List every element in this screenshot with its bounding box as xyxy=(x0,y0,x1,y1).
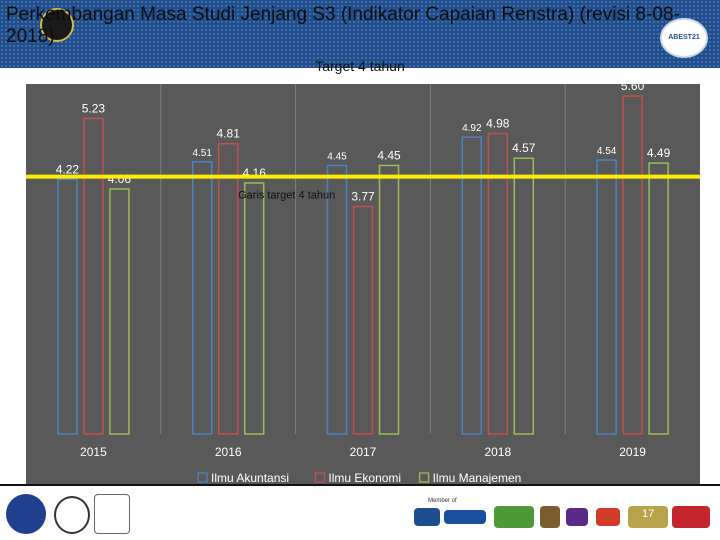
bar-ilmu-manajemen-2016 xyxy=(243,182,265,435)
abest21-footer-logo xyxy=(414,508,440,526)
bar-ilmu-akuntansi-2015 xyxy=(57,178,78,435)
x-tick-label: 2017 xyxy=(350,445,377,459)
member-label: Member of xyxy=(428,498,457,504)
legend-swatch xyxy=(418,472,430,483)
bar-ilmu-akuntansi-2019 xyxy=(596,159,617,435)
header-band xyxy=(0,0,720,68)
page-number: 17 xyxy=(642,508,655,520)
x-tick-label: 2018 xyxy=(484,445,511,459)
plot-area xyxy=(26,84,700,494)
member-logo-3 xyxy=(494,506,534,528)
registered-logo xyxy=(54,496,90,534)
legend: Ilmu Akuntansi Ilmu Ekonomi Ilmu Manajemen xyxy=(197,471,522,485)
x-tick-label: 2019 xyxy=(619,445,646,459)
university-seal-logo xyxy=(40,8,74,42)
member-logo-6 xyxy=(596,508,620,526)
chart-subtitle: Target 4 tahun xyxy=(315,58,405,74)
x-tick-label: 2016 xyxy=(215,445,242,459)
data-label: 5.60 xyxy=(621,84,645,93)
data-label: 4.92 xyxy=(462,123,482,134)
legend-swatch xyxy=(314,472,326,483)
data-label: 4.49 xyxy=(647,146,671,160)
legend-entry: Ilmu Ekonomi xyxy=(328,471,401,485)
bar-ilmu-akuntansi-2017 xyxy=(326,164,348,435)
data-label: 4.57 xyxy=(512,141,536,155)
data-label: 4.45 xyxy=(377,148,401,162)
hague-logo xyxy=(628,506,668,528)
msu-logo xyxy=(672,506,710,528)
bar-ilmu-ekonomi-2019 xyxy=(622,95,643,435)
legend-swatch xyxy=(197,472,208,483)
data-label: 3.77 xyxy=(351,190,375,204)
bar-ilmu-ekonomi-2015 xyxy=(83,117,104,435)
bar-ilmu-ekonomi-2017 xyxy=(352,205,374,435)
bar-ilmu-akuntansi-2016 xyxy=(191,161,213,435)
ub-logo xyxy=(6,494,46,534)
target-label: Garis target 4 tahun xyxy=(238,190,335,202)
bar-ilmu-manajemen-2015 xyxy=(109,188,130,435)
data-label: 4.51 xyxy=(192,148,212,159)
bar-ilmu-ekonomi-2016 xyxy=(217,142,239,435)
data-label: 4.06 xyxy=(108,172,132,186)
data-label: 4.22 xyxy=(56,162,80,176)
bar-ilmu-manajemen-2018 xyxy=(513,157,535,435)
data-label: 4.81 xyxy=(217,127,241,141)
bar-ilmu-akuntansi-2018 xyxy=(461,136,483,435)
ukas-logo xyxy=(94,494,130,534)
x-tick-label: 2015 xyxy=(80,445,107,459)
aacsb-logo xyxy=(444,510,486,524)
data-label: 5.23 xyxy=(82,101,106,115)
member-logo-4 xyxy=(540,506,560,528)
data-label: 4.45 xyxy=(327,151,347,162)
data-label: 4.54 xyxy=(597,146,617,157)
bar-ilmu-ekonomi-2018 xyxy=(487,132,509,435)
abest21-badge: ABEST21 xyxy=(660,18,708,58)
data-label: 4.98 xyxy=(486,116,510,130)
page-title: Perkembangan Masa Studi Jenjang S3 (Indi… xyxy=(6,4,680,47)
legend-entry: Ilmu Manajemen xyxy=(433,471,522,485)
legend-entry: Ilmu Akuntansi xyxy=(211,471,289,485)
footer-divider xyxy=(0,484,720,487)
bar-chart: 4.225.234.064.514.814.164.453.774.454.92… xyxy=(26,84,700,494)
usm-logo xyxy=(566,508,588,526)
bar-ilmu-manajemen-2019 xyxy=(648,162,669,435)
bar-ilmu-manajemen-2017 xyxy=(378,164,400,435)
